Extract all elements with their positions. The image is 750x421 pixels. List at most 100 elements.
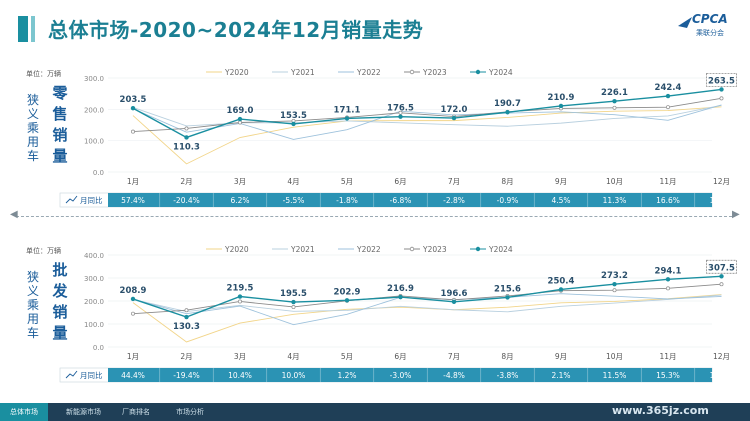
data-label: 171.1 [334,105,361,115]
unit-label: 单位：万辆 [26,246,61,255]
logo-subtext: 乘联分会 [696,29,724,37]
x-tick-label: 10月 [606,352,623,361]
legend-marker [475,246,481,252]
x-tick-label: 7月 [448,177,460,186]
series-point-y2023 [184,308,189,313]
legend-label: Y2023 [422,68,447,77]
series-point-y2023 [612,288,617,293]
series-line-y2023 [132,283,722,315]
y-tick-label: 300.0 [84,275,104,283]
data-label: 216.9 [387,284,414,294]
data-label: 110.3 [173,142,200,152]
title-accent-bar-light [31,16,35,42]
data-label: 263.5 [708,76,735,86]
metric-label-char: 量 [52,147,67,165]
legend-label: Y2023 [422,245,447,254]
legend-label: Y2024 [488,68,513,77]
metric-label-char: 销 [52,126,67,144]
tab-overall-market[interactable]: 总体市场 [0,403,48,421]
metric-label-char: 批 [52,261,67,279]
page-title: 总体市场-2020~2024年12月销量走势 [48,18,424,42]
data-label: 208.9 [120,286,147,296]
x-tick-label: 9月 [555,177,567,186]
series-point-y2023 [398,110,403,115]
yoy-value: 6.2% [230,196,249,205]
yoy-value: -2.8% [443,196,465,205]
x-tick-label: 11月 [659,177,676,186]
x-tick-label: 2月 [180,352,192,361]
y-tick-label: 400.0 [84,252,104,260]
section-label-char: 乘 [27,298,39,312]
series-point-y2024 [665,277,671,282]
data-label: 153.5 [280,111,307,121]
data-label: 215.6 [494,284,521,294]
yoy-value: 11.3% [603,196,627,205]
series-point-y2024 [237,294,243,299]
data-label: 195.5 [280,289,307,299]
x-tick-label: 3月 [234,352,246,361]
series-point-y2024 [344,298,350,303]
yoy-value: 2.1% [551,371,570,380]
series-line-y2022 [132,293,722,326]
data-label: 242.4 [655,83,682,93]
metric-label-char: 零 [51,84,68,102]
title-accent-bar [18,16,28,42]
yoy-value: 1.2% [337,371,356,380]
data-label: 172.0 [441,105,468,115]
series-line-y2020 [132,106,722,165]
series-point-y2024 [184,135,189,140]
section-divider [16,216,732,217]
series-point-y2023 [666,286,670,291]
tab-maker-ranking[interactable]: 厂商排名 [122,408,150,416]
yoy-value: -5.5% [283,196,305,205]
y-tick-label: 200.0 [84,106,104,114]
y-tick-label: 0.0 [93,344,104,352]
section-label-char: 狭 [27,270,39,284]
series-point-y2024 [398,114,403,119]
series-point-y2024 [558,103,564,109]
yoy-value: -0.9% [497,196,519,205]
y-tick-label: 100.0 [84,321,104,329]
metric-label-char: 售 [52,105,67,123]
data-label: 210.9 [548,93,575,103]
y-tick-label: 100.0 [84,138,104,146]
series-point-y2023 [666,105,670,110]
yoy-value: 15.3% [656,371,680,380]
data-label: 190.7 [494,99,521,109]
x-tick-label: 3月 [234,177,246,186]
x-tick-label: 1月 [127,177,139,186]
series-point-y2023 [291,305,296,309]
x-tick-label: 10月 [606,177,623,186]
yoy-label: 月同比 [80,195,103,205]
logo-text: CPCA [692,12,728,26]
y-tick-label: 300.0 [84,75,104,83]
x-tick-label: 12月 [713,352,730,361]
yoy-value: 12.0% [710,196,734,205]
series-point-y2023 [184,126,189,131]
series-point-y2024 [505,295,510,300]
yoy-value: -19.4% [173,371,200,380]
series-line-y2024 [132,275,722,318]
series-point-y2024 [451,299,457,304]
x-tick-label: 5月 [341,352,353,361]
series-line-y2024 [132,88,722,139]
tab-nev-market[interactable]: 新能源市场 [66,408,101,416]
series-point-y2023 [238,299,242,304]
x-tick-label: 8月 [501,352,513,361]
legend-marker [475,69,481,75]
yoy-value: -6.8% [390,196,412,205]
yoy-value: 12.3% [710,371,734,380]
data-label: 250.4 [548,276,575,286]
section-label-char: 乘 [27,121,39,135]
yoy-value: -1.8% [336,196,358,205]
series-point-y2024 [505,110,510,115]
series-point-y2023 [238,120,242,125]
data-label: 130.3 [173,322,200,332]
yoy-value: -4.8% [443,371,465,380]
tab-market-analysis[interactable]: 市场分析 [176,408,204,416]
yoy-table-bar [108,193,712,207]
legend-label: Y2020 [224,68,249,77]
series-line-y2021 [132,294,722,313]
legend-marker [409,246,415,252]
section-label-char: 车 [27,325,39,340]
